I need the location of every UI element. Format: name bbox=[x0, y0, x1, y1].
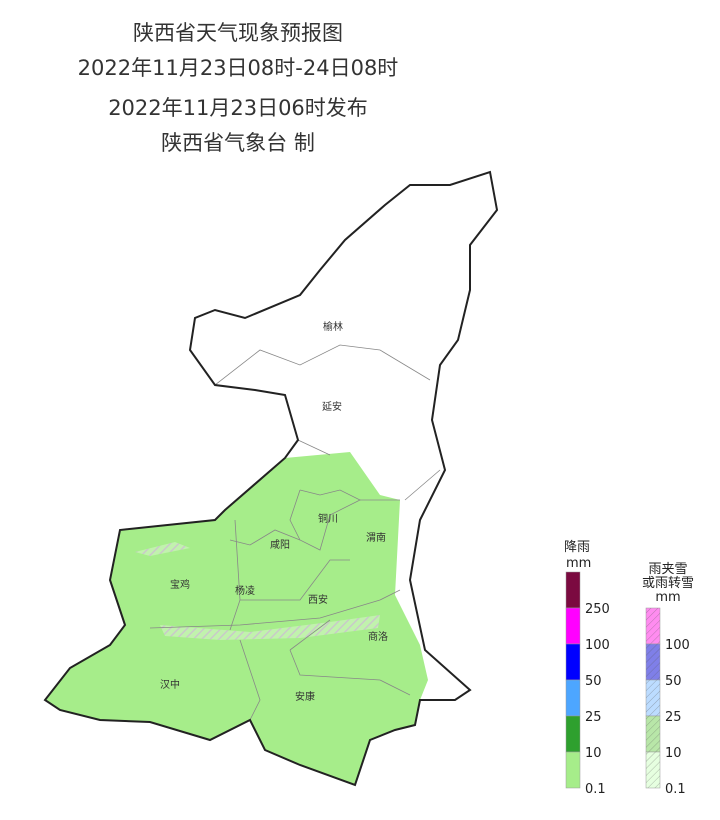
issuer: 陕西省气象台 制 bbox=[161, 131, 315, 155]
legend-tick: 50 bbox=[665, 674, 682, 689]
legend-swatch bbox=[565, 571, 581, 609]
legend-tick: 100 bbox=[665, 638, 690, 653]
legend-title: 降雨 bbox=[564, 540, 590, 555]
city-label: 西安 bbox=[308, 593, 328, 606]
city-label: 铜川 bbox=[318, 513, 338, 525]
legend-title: 或雨转雪 bbox=[642, 576, 694, 591]
title: 陕西省天气现象预报图 bbox=[133, 21, 343, 45]
legend-hatch bbox=[646, 752, 660, 788]
legend-hatch bbox=[646, 608, 660, 644]
legend-tick: 0.1 bbox=[665, 782, 686, 797]
city-label: 渭南 bbox=[366, 531, 386, 544]
city-label: 杨凌 bbox=[235, 584, 255, 597]
city-label: 榆林 bbox=[323, 320, 343, 333]
city-label: 咸阳 bbox=[270, 539, 290, 551]
legend-tick: 50 bbox=[585, 674, 602, 689]
legend-tick: 25 bbox=[585, 710, 602, 725]
legend-tick: 0.1 bbox=[585, 782, 606, 797]
legend-hatch bbox=[646, 644, 660, 680]
city-label: 延安 bbox=[322, 400, 342, 413]
legend-tick: 10 bbox=[665, 746, 682, 761]
legend-swatch bbox=[565, 751, 581, 789]
issued: 2022年11月23日06时发布 bbox=[108, 96, 368, 120]
legend-hatch bbox=[646, 680, 660, 716]
legend-swatch bbox=[565, 715, 581, 753]
period: 2022年11月23日08时-24日08时 bbox=[78, 56, 399, 80]
legend-title: 雨夹雪 bbox=[648, 562, 687, 577]
legend-unit: mm bbox=[566, 556, 591, 571]
legend-unit: mm bbox=[655, 590, 680, 605]
legend-swatch bbox=[565, 679, 581, 717]
city-label: 宝鸡 bbox=[170, 578, 190, 591]
legend-hatch bbox=[646, 716, 660, 752]
legend-swatch bbox=[565, 607, 581, 645]
legend-tick: 10 bbox=[585, 746, 602, 761]
city-label: 安康 bbox=[295, 690, 315, 703]
city-label: 商洛 bbox=[368, 630, 388, 643]
legend-tick: 250 bbox=[585, 602, 610, 617]
province-map: 榆林 延安 铜川 渭南 咸阳 宝鸡 杨凌 西安 商洛 汉中 安康 bbox=[43, 170, 499, 787]
legend-swatch bbox=[565, 643, 581, 681]
legend-tick: 25 bbox=[665, 710, 682, 725]
city-label: 汉中 bbox=[160, 678, 180, 691]
legend-tick: 100 bbox=[585, 638, 610, 653]
